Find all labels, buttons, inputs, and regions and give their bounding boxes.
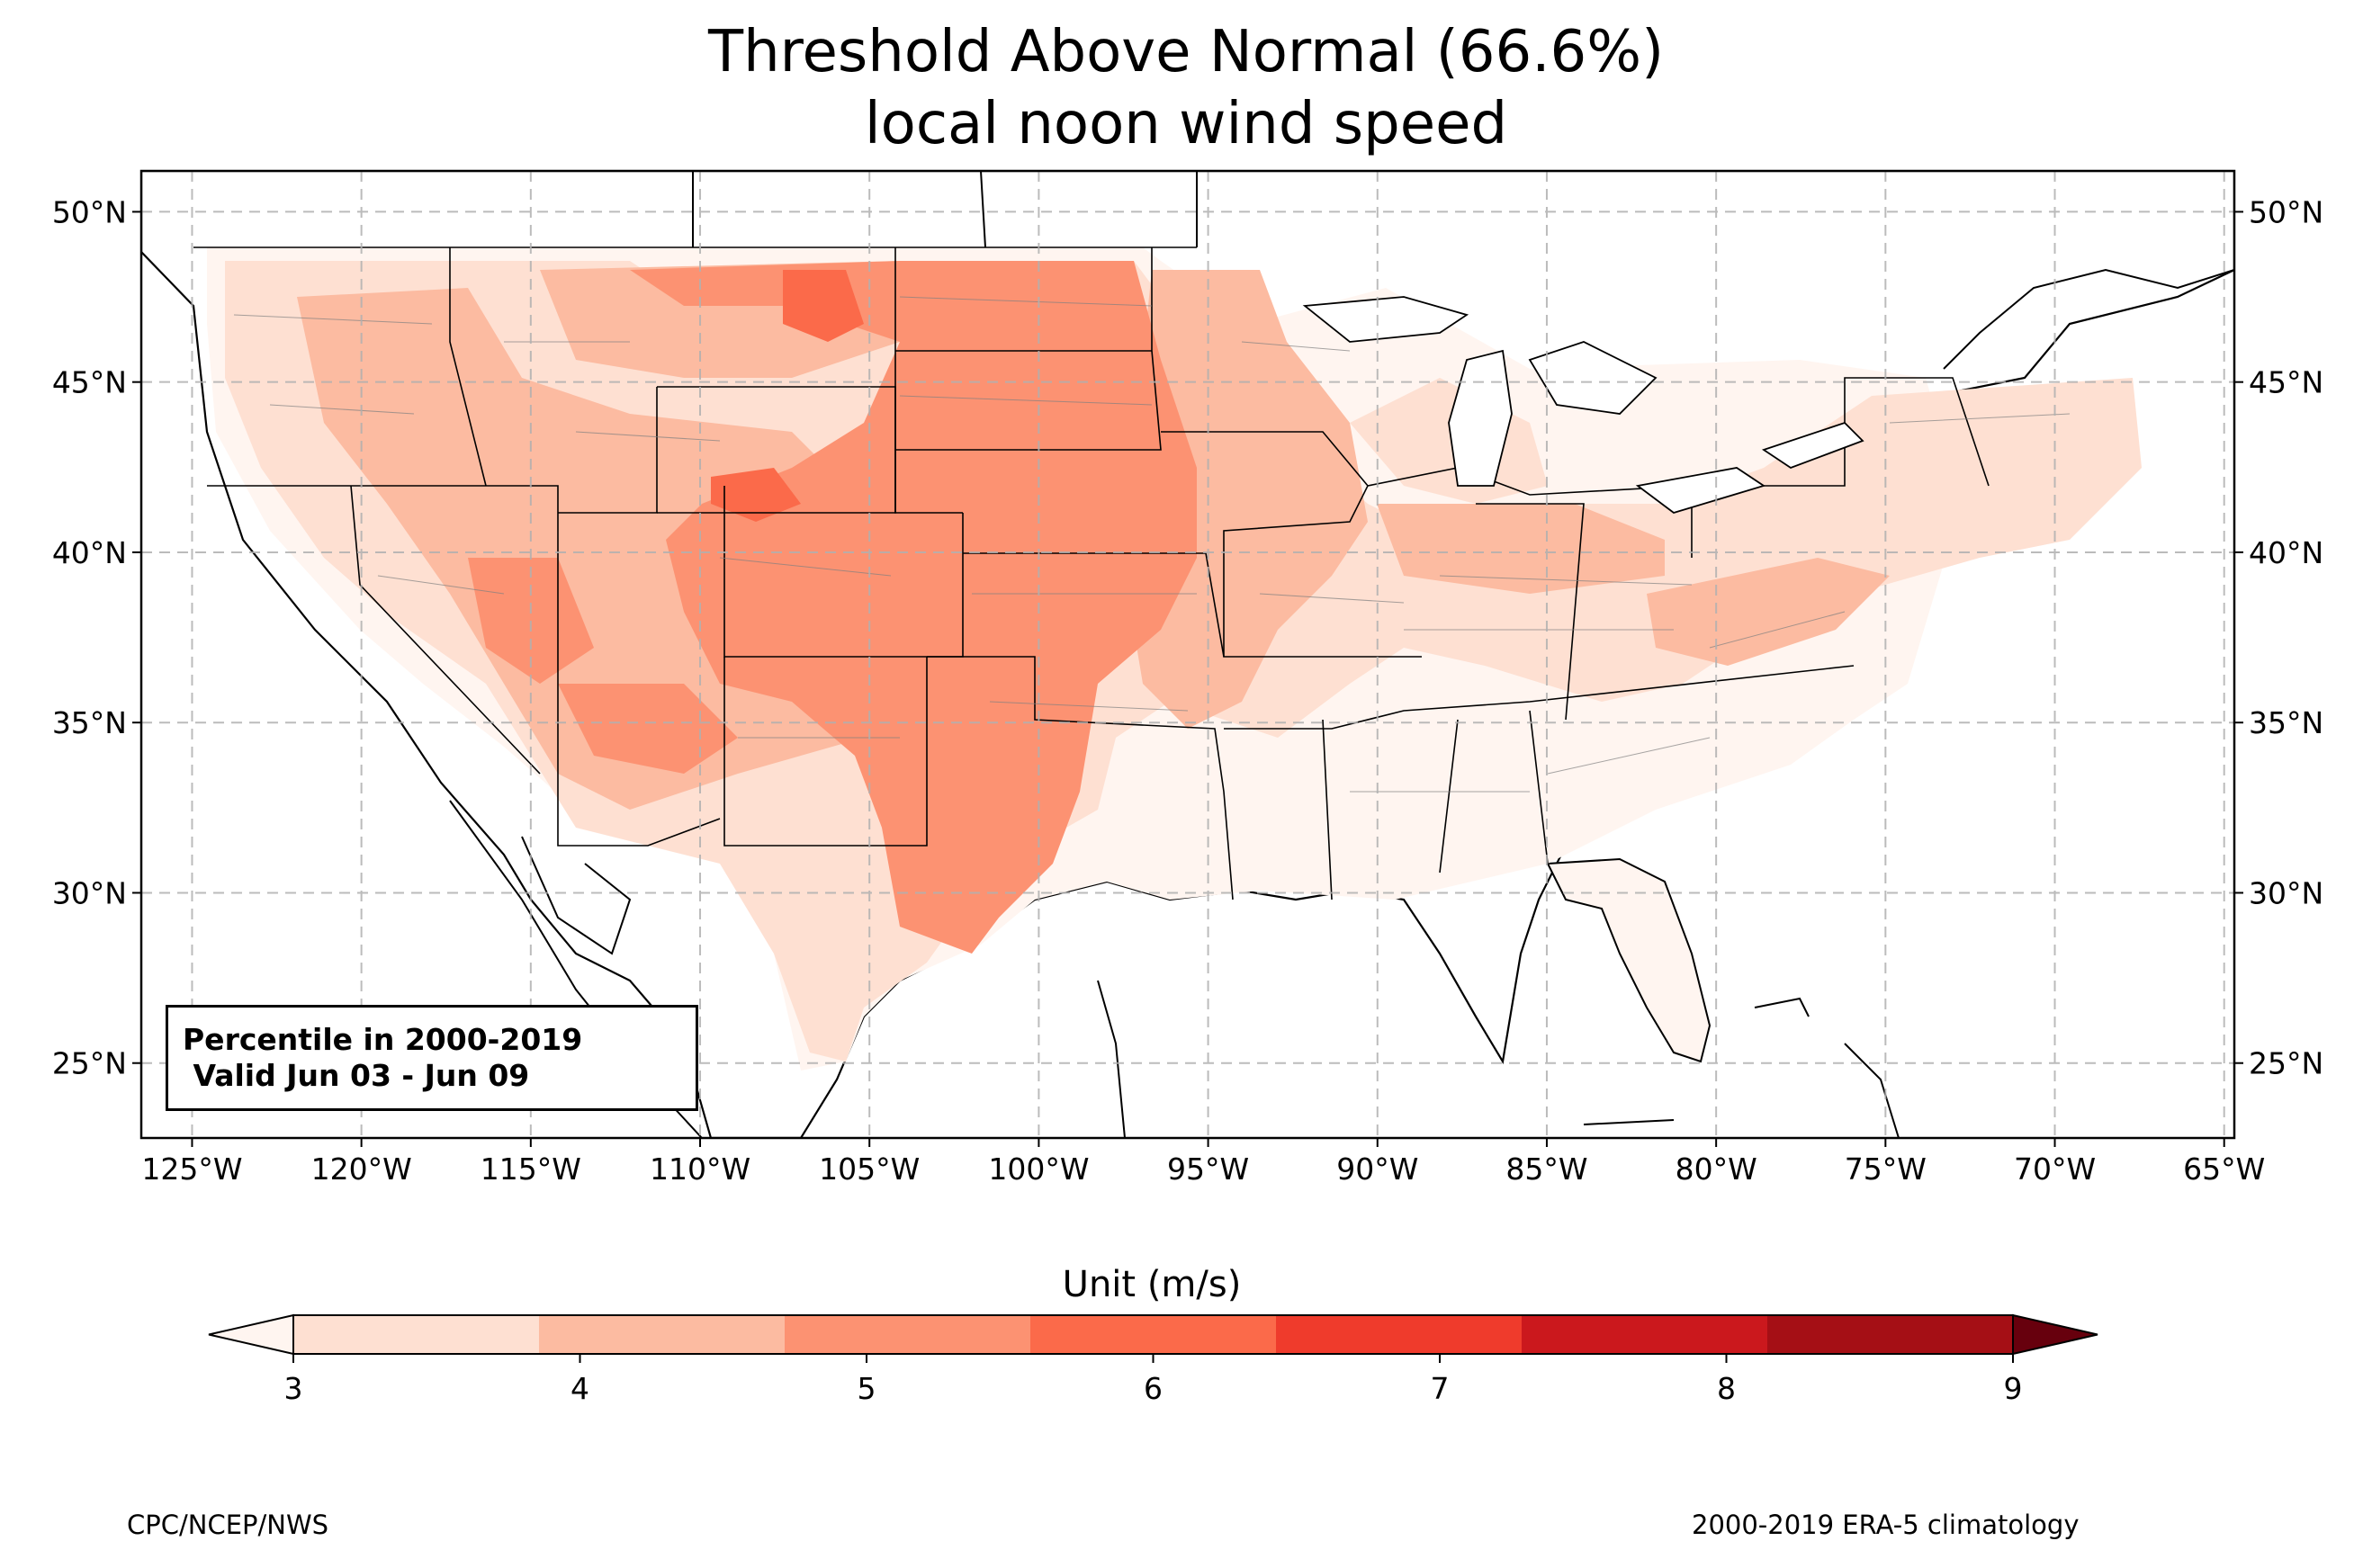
map-frame xyxy=(139,169,2236,1140)
great-lakes xyxy=(1302,296,1864,514)
colorbar-tick-label: 4 xyxy=(571,1371,589,1406)
lon-tick-label: 95°W xyxy=(1167,1151,1249,1187)
colorbar-tick-label: 6 xyxy=(1144,1371,1163,1406)
lon-tick-label: 75°W xyxy=(1845,1151,1927,1187)
info-box-line2: Valid Jun 03 - Jun 09 xyxy=(183,1058,530,1093)
shading-6-7 xyxy=(711,270,864,522)
credit-left: CPC/NCEP/NWS xyxy=(127,1510,329,1540)
colorbar-tick-label: 8 xyxy=(1717,1371,1736,1406)
lat-tick-label-left: 35°N xyxy=(52,705,127,740)
lon-tick-label: 125°W xyxy=(141,1151,242,1187)
colorbar-segment xyxy=(1276,1315,1523,1354)
credit-right: 2000-2019 ERA-5 climatology xyxy=(1692,1510,2080,1540)
lat-tick-label-right: 50°N xyxy=(2249,194,2323,229)
lat-tick-label-left: 40°N xyxy=(52,535,127,570)
colorbar-tick-label: 9 xyxy=(2004,1371,2023,1406)
lat-tick-label-left: 30°N xyxy=(52,875,127,910)
longitude-ticks: 125°W 120°W 115°W 110°W 105°W 100°W 95°W 90°W 85… xyxy=(141,1138,2265,1187)
lon-tick-label: 120°W xyxy=(311,1151,412,1187)
colorbar-tick-label: 5 xyxy=(858,1371,876,1406)
lat-tick-label-right: 45°N xyxy=(2249,365,2323,400)
lat-tick-label-left: 25°N xyxy=(52,1046,127,1081)
lon-tick-label: 100°W xyxy=(988,1151,1089,1187)
map-title-line2: local noon wind speed xyxy=(864,91,1508,157)
florida-shape xyxy=(1546,857,1712,1063)
colorbar-label: Unit (m/s) xyxy=(1062,1264,1242,1305)
latitude-ticks: 25°N 25°N 30°N 30°N 35°N 35°N 40°N 40°N 45°N 45°N… xyxy=(52,194,2323,1080)
lat-tick-label-right: 25°N xyxy=(2249,1046,2323,1081)
lon-tick-label: 65°W xyxy=(2183,1151,2265,1187)
lat-tick-label-right: 30°N xyxy=(2249,875,2323,910)
colorbar-segment xyxy=(1030,1315,1277,1354)
lat-tick-label-left: 50°N xyxy=(52,194,127,229)
lat-tick-label-right: 35°N xyxy=(2249,705,2323,740)
lon-tick-label: 105°W xyxy=(819,1151,920,1187)
colorbar-segment xyxy=(293,1315,540,1354)
colorbar-segment xyxy=(1767,1315,2014,1354)
info-box: Percentile in 2000-2019 Valid Jun 03 - J… xyxy=(166,1005,698,1111)
lon-tick-label: 80°W xyxy=(1676,1151,1757,1187)
colorbar-segment xyxy=(1522,1315,1768,1354)
colorbar-tick-label: 7 xyxy=(1431,1371,1450,1406)
info-box-line1: Percentile in 2000-2019 xyxy=(183,1022,583,1057)
lon-tick-label: 115°W xyxy=(481,1151,581,1187)
colorbar-segment xyxy=(785,1315,1031,1354)
colorbar-segment xyxy=(539,1315,786,1354)
lon-tick-label: 90°W xyxy=(1336,1151,1418,1187)
lat-tick-label-right: 40°N xyxy=(2249,535,2323,570)
colorbar: 3 4 5 6 7 8 9 xyxy=(208,1313,2098,1406)
colorbar-tick-label: 3 xyxy=(284,1371,303,1406)
lon-tick-label: 85°W xyxy=(1505,1151,1587,1187)
lat-tick-label-left: 45°N xyxy=(52,365,127,400)
map-title-line1: Threshold Above Normal (66.6%) xyxy=(707,19,1665,85)
lon-tick-label: 70°W xyxy=(2014,1151,2096,1187)
colorbar-under-extension xyxy=(208,1313,294,1356)
colorbar-over-extension xyxy=(2012,1313,2098,1356)
county-lines xyxy=(233,296,2071,793)
lon-tick-label: 110°W xyxy=(650,1151,750,1187)
state-boundaries xyxy=(193,246,1990,900)
